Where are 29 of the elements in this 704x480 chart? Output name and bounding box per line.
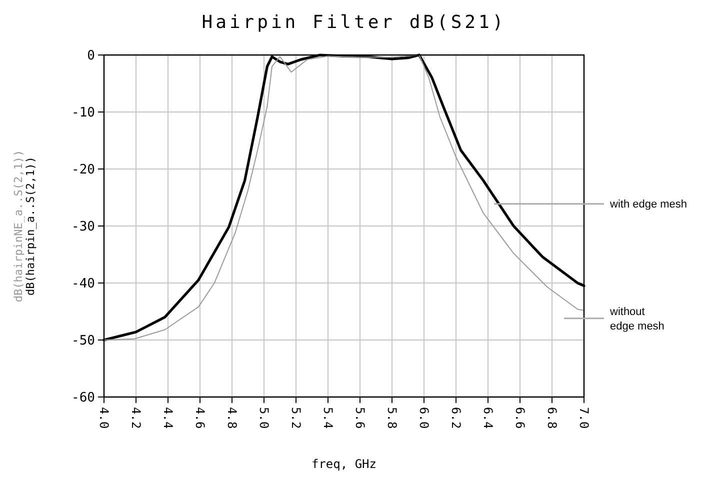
x-tick-label: 4.6: [192, 407, 207, 429]
x-tick-label: 4.2: [128, 407, 143, 429]
x-tick-label: 4.0: [96, 407, 111, 429]
x-tick-label: 6.6: [512, 407, 527, 429]
x-tick-label: 6.2: [448, 407, 463, 429]
y-tick-label: -40: [72, 276, 95, 292]
x-tick-label: 7.0: [576, 407, 591, 429]
text: with edge mesh: [609, 198, 688, 211]
text: dB(hairpinNE_a..S(2,1)): [12, 150, 25, 302]
x-tick-label: 6.0: [416, 407, 431, 429]
x-tick-label: 4.4: [160, 407, 175, 429]
x-tick-label: 5.4: [320, 407, 335, 429]
y-tick-label: -20: [72, 162, 95, 178]
x-axis-title: freq, GHz: [311, 457, 377, 471]
y-tick-label: 0: [87, 48, 95, 64]
x-tick-label: 5.6: [352, 407, 367, 429]
x-tick-label: 6.4: [480, 407, 495, 429]
y-tick-label: -10: [72, 106, 95, 121]
y-tick-label: -50: [72, 334, 95, 349]
chart-title: Hairpin Filter dB(S21): [202, 12, 506, 33]
y-tick-label: -30: [72, 220, 95, 235]
y-tick-label: -60: [72, 390, 95, 406]
x-tick-label: 6.8: [544, 407, 559, 429]
x-tick-label: 5.2: [288, 407, 303, 429]
x-tick-label: 5.8: [384, 407, 399, 429]
text: without edge mesh: [609, 306, 664, 333]
x-tick-label: 5.0: [256, 407, 271, 429]
y-axis-title: dB(hairpin_a..S(2,1)): [24, 156, 37, 296]
x-tick-label: 4.8: [224, 407, 239, 429]
